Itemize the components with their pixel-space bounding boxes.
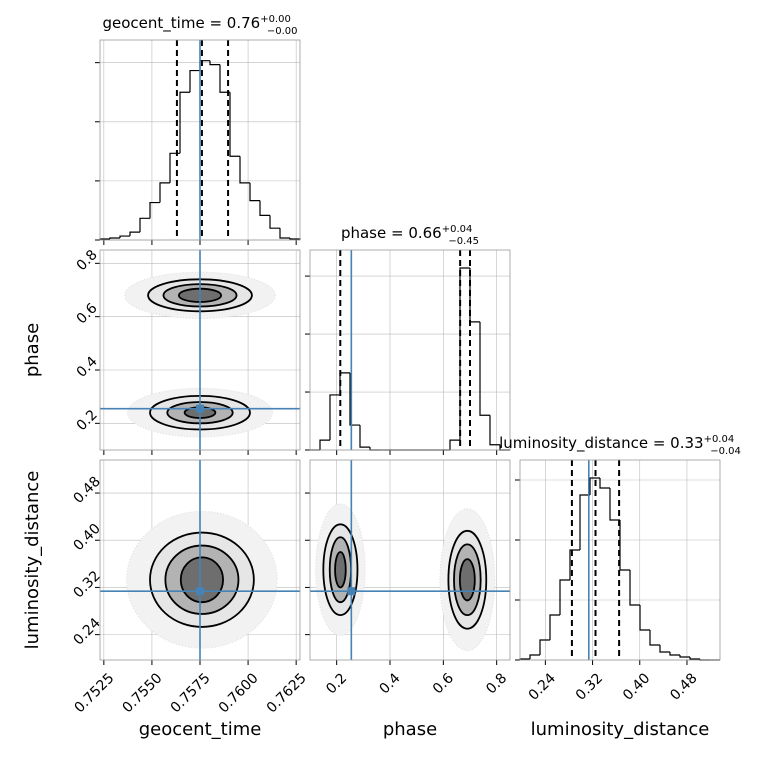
panel-title: phase = 0.66+0.04 −0.45 [341,224,479,247]
histogram-step [129,231,140,237]
panel-frame [309,459,511,661]
histogram-step [589,477,600,495]
histogram-step [249,182,260,202]
title-upper: +0.00 [260,14,291,25]
histogram-step [629,570,640,606]
panel-title: luminosity_distance = 0.33+0.04 −0.04 [499,434,741,457]
histogram-step [349,372,360,426]
title-upper: +0.04 [442,224,473,235]
histogram-step [549,614,560,640]
y-axis-label: luminosity_distance [22,471,43,650]
x-tick-label: 0.7550 [120,670,166,716]
histogram-step [479,321,490,416]
histogram-step [659,645,670,653]
histogram-step [679,655,690,658]
histogram-step [219,64,230,93]
histogram-step [279,228,290,239]
x-tick-label: 0.7625 [264,670,310,716]
histogram-step [339,372,350,395]
x-tick-label: 0.7600 [216,670,262,716]
histogram-step [529,654,540,659]
y-tick-label: 0.48 [70,474,103,507]
histogram-step [689,657,700,660]
histogram-step [359,425,370,448]
title-lower: −0.45 [448,236,479,247]
title-text: phase = 0.66 [341,224,442,242]
histogram-step [459,267,470,441]
x-tick-label: 0.8 [483,670,510,697]
panel-frame [99,459,301,661]
histogram-step [569,549,580,580]
contour [458,558,476,602]
histogram-step [619,520,630,571]
histogram-step [489,415,500,446]
title-lower: −0.00 [267,26,298,37]
contour [179,556,224,604]
histogram-step [109,237,120,240]
histogram-step [159,182,170,203]
y-tick-label: 0.8 [74,247,101,274]
histogram-step [579,494,590,550]
title-text: luminosity_distance = 0.33 [499,434,703,453]
histogram-step [229,92,240,157]
truth-marker [196,587,204,596]
x-tick-label: 0.6 [430,670,457,697]
y-tick-label: 0.24 [70,615,103,648]
title-lower: −0.04 [710,446,741,457]
y-tick-label: 0.4 [74,354,101,381]
x-tick-label: 0.48 [667,670,700,703]
histogram-step [609,488,620,521]
histogram-step [669,652,680,656]
histogram-step [209,60,220,66]
x-axis-label: phase [383,719,437,740]
y-axis-label: phase [22,323,43,377]
histogram-step [189,69,200,93]
truth-marker [347,587,356,596]
histogram-step [269,215,280,229]
panel-frame [99,39,301,241]
histogram-step [559,579,570,615]
histogram-step [239,156,250,184]
histogram-step [169,152,180,183]
x-axis-label: luminosity_distance [531,719,710,740]
x-tick-label: 0.7575 [168,670,214,716]
histogram-step [639,605,650,631]
histogram-step [329,394,340,441]
truth-marker [196,404,204,413]
title-upper: +0.04 [704,434,735,445]
x-tick-label: 0.40 [620,670,653,703]
x-tick-label: 0.7525 [71,670,117,716]
panel-frame [99,249,301,451]
histogram-step [259,200,270,216]
x-tick-label: 0.4 [377,670,404,697]
histogram-step [369,447,380,451]
x-axis-label: geocent_time [139,719,262,740]
histogram-step [119,235,130,239]
y-tick-label: 0.2 [74,407,101,434]
y-tick-label: 0.6 [74,300,101,327]
contour [334,551,347,589]
title-text: geocent_time = 0.76 [103,14,261,33]
x-tick-label: 0.24 [526,670,559,703]
histogram-step [319,439,330,450]
histogram-step [539,639,550,655]
x-tick-label: 0.2 [323,670,350,697]
y-tick-label: 0.40 [70,521,103,554]
histogram-step [599,478,610,489]
histogram-step [139,217,150,233]
x-tick-label: 0.32 [573,670,606,703]
histogram-step [179,91,190,154]
histogram-step [149,201,160,219]
y-tick-label: 0.32 [70,568,103,601]
panel-frame [519,459,721,661]
panel-frame [309,249,511,451]
histogram-step [649,630,660,646]
panel-title: geocent_time = 0.76+0.00 −0.00 [103,14,298,37]
histogram-step [449,439,460,450]
